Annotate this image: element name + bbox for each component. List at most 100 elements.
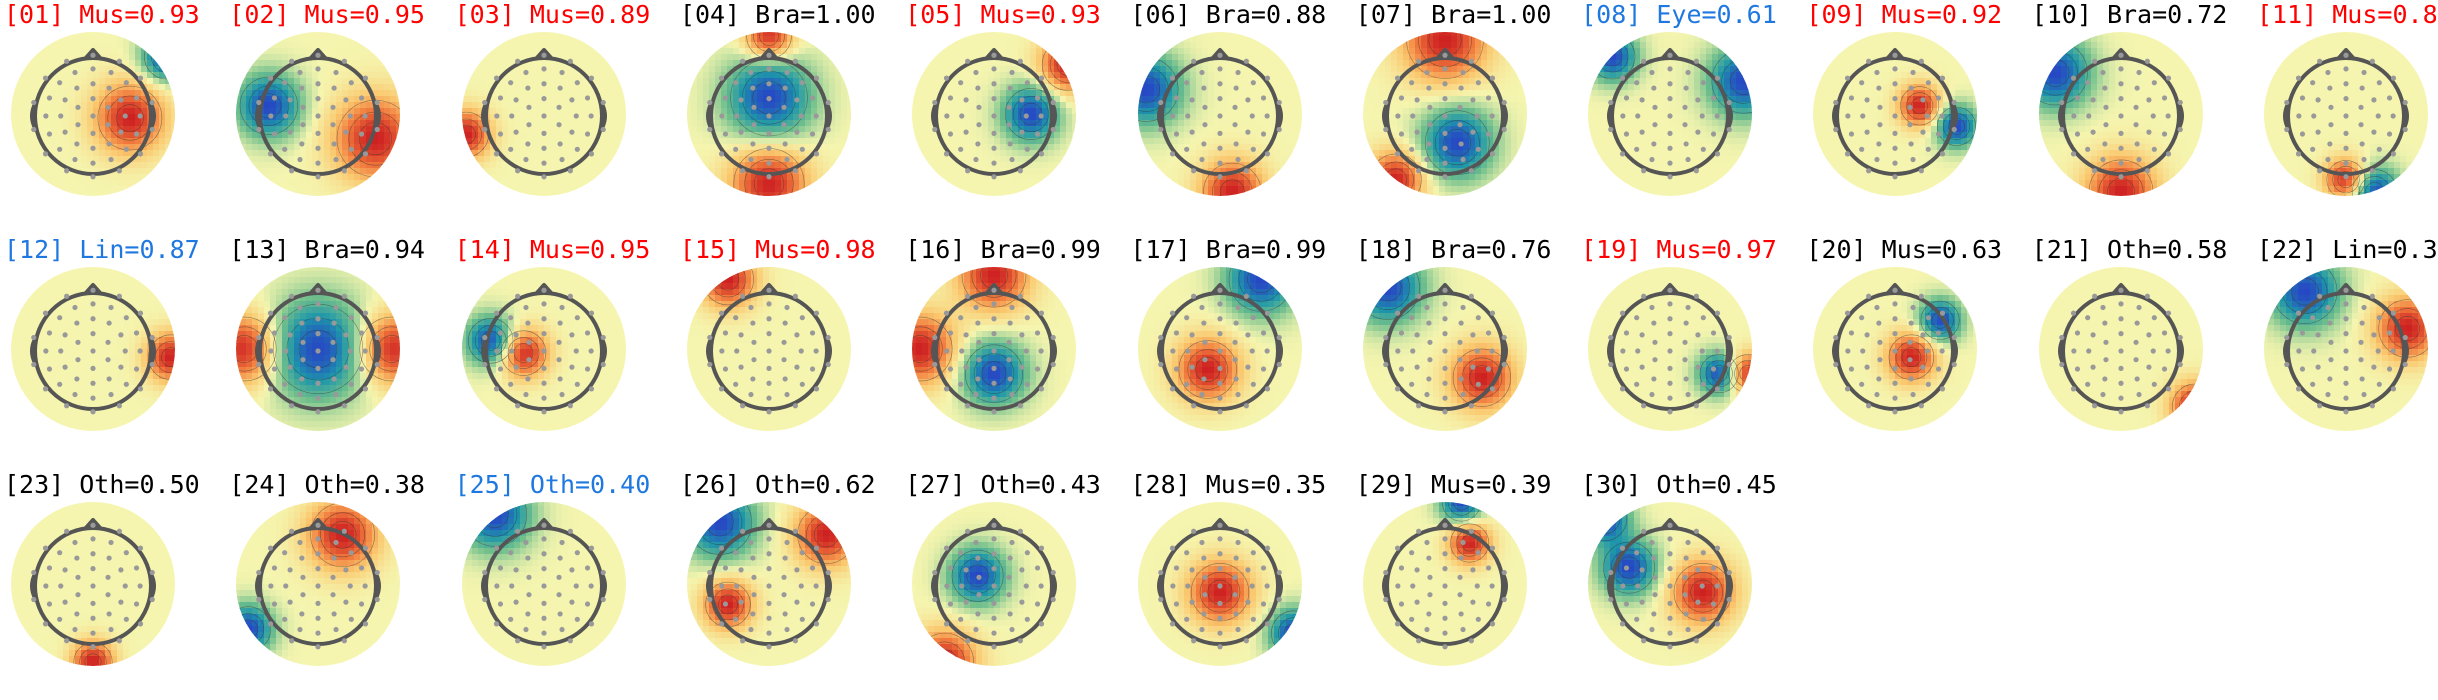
electrode-dot — [316, 601, 321, 606]
electrode-dot — [31, 335, 36, 340]
electrode-dot — [1235, 157, 1240, 162]
electrode-dot — [1233, 141, 1238, 146]
electrode-dot — [1695, 600, 1700, 605]
electrode-dot — [793, 168, 798, 173]
electrode-dot — [748, 305, 753, 310]
electrode-dot — [1474, 348, 1479, 353]
contour-line — [2179, 391, 2210, 422]
electrode-dot — [1458, 85, 1463, 90]
electrode-dot — [1490, 546, 1495, 551]
electrode-dot — [2103, 105, 2108, 110]
electrode-dot — [1667, 53, 1672, 58]
electrode-dot — [118, 365, 123, 370]
electrode-dot — [1424, 540, 1429, 545]
electrode-dot — [541, 131, 546, 136]
component-label: [02] Mus=0.95 — [229, 0, 425, 30]
electrode-dot — [1849, 366, 1854, 371]
electrode-dot — [1919, 168, 1924, 173]
electrode-dot — [31, 127, 36, 132]
electrode-dot — [964, 365, 969, 370]
electrode-dot — [1641, 59, 1646, 64]
electrode-dot — [268, 621, 273, 626]
electrode-dot — [2358, 357, 2363, 362]
electrode-dot — [508, 315, 513, 320]
electrode-dot — [363, 113, 368, 118]
electrode-dot — [1442, 301, 1447, 306]
electrode-dot — [1893, 366, 1898, 371]
electrode-dot — [90, 583, 95, 588]
electrode-dot — [1489, 583, 1494, 588]
electrode-dot — [751, 592, 756, 597]
electrode-dot — [117, 168, 122, 173]
electrode-dot — [723, 131, 728, 136]
electrode-dot — [1727, 597, 1732, 602]
electrode-dot — [1173, 330, 1178, 335]
electrode-dot — [1859, 315, 1864, 320]
electrode-dot — [118, 130, 123, 135]
electrode-dot — [1169, 621, 1174, 626]
electrode-dot — [1217, 616, 1222, 621]
electrode-dot — [1010, 157, 1015, 162]
electrode-dot — [1878, 105, 1883, 110]
electrode-dot — [2370, 59, 2375, 64]
electrode-dot — [1651, 376, 1656, 381]
electrode-dot — [1025, 382, 1030, 387]
component-cell: [14] Mus=0.95 — [455, 235, 680, 465]
electrode-dot — [2090, 332, 2095, 337]
electrode-dot — [2310, 80, 2315, 85]
electrode-dot — [719, 621, 724, 626]
electrode-dot — [2343, 409, 2348, 414]
electrode-dot — [117, 403, 122, 408]
electrode-dot — [2100, 392, 2105, 397]
electrode-dot — [90, 174, 95, 179]
electrode-dot — [944, 113, 949, 118]
electrode-dot — [826, 127, 831, 132]
electrode-dot — [316, 288, 321, 293]
electrode-dot — [1399, 565, 1404, 570]
contour-line — [151, 41, 182, 72]
component-cell: [08] Eye=0.61 — [1581, 0, 1806, 230]
electrode-dot — [567, 168, 572, 173]
electrode-dot — [1010, 627, 1015, 632]
component-label: [10] Bra=0.72 — [2032, 0, 2228, 30]
electrode-dot — [1501, 100, 1506, 105]
electrode-dot — [573, 583, 578, 588]
electrode-dot — [748, 392, 753, 397]
electrode-dot — [90, 66, 95, 71]
electrode-dot — [1442, 53, 1447, 58]
electrode-dot — [283, 348, 288, 353]
electrode-dot — [541, 601, 546, 606]
electrode-dot — [958, 315, 963, 320]
electrode-dot — [1442, 616, 1447, 621]
electrode-dot — [750, 376, 755, 381]
electrode-dot — [1641, 168, 1646, 173]
electrode-dot — [793, 403, 798, 408]
electrode-dot — [90, 566, 95, 571]
electrode-dot — [1846, 113, 1851, 118]
component-label: [16] Bra=0.99 — [905, 235, 1101, 265]
electrode-dot — [2134, 85, 2139, 90]
electrode-dot — [573, 113, 578, 118]
electrode-dot — [316, 81, 321, 86]
electrode-dot — [1233, 85, 1238, 90]
electrode-dot — [1667, 566, 1672, 571]
electrode-dot — [1667, 174, 1672, 179]
electrode-dot — [105, 340, 110, 345]
electrode-dot — [2144, 168, 2149, 173]
electrode-dot — [1264, 151, 1269, 156]
electrode-dot — [43, 151, 48, 156]
electrode-dot — [2387, 330, 2392, 335]
electrode-dot — [1634, 315, 1639, 320]
electrode-dot — [959, 113, 964, 118]
electrode-dot — [1845, 311, 1850, 316]
electrode-dot — [1217, 583, 1222, 588]
electrode-dot — [2177, 335, 2182, 340]
electrode-dot — [2075, 330, 2080, 335]
electrode-dot — [2343, 348, 2348, 353]
topomap — [460, 500, 628, 668]
electrode-dot — [992, 366, 997, 371]
electrode-dot — [1051, 362, 1056, 367]
electrode-dot — [1051, 335, 1056, 340]
contour-line — [1582, 496, 1627, 541]
electrode-dot — [574, 147, 579, 152]
